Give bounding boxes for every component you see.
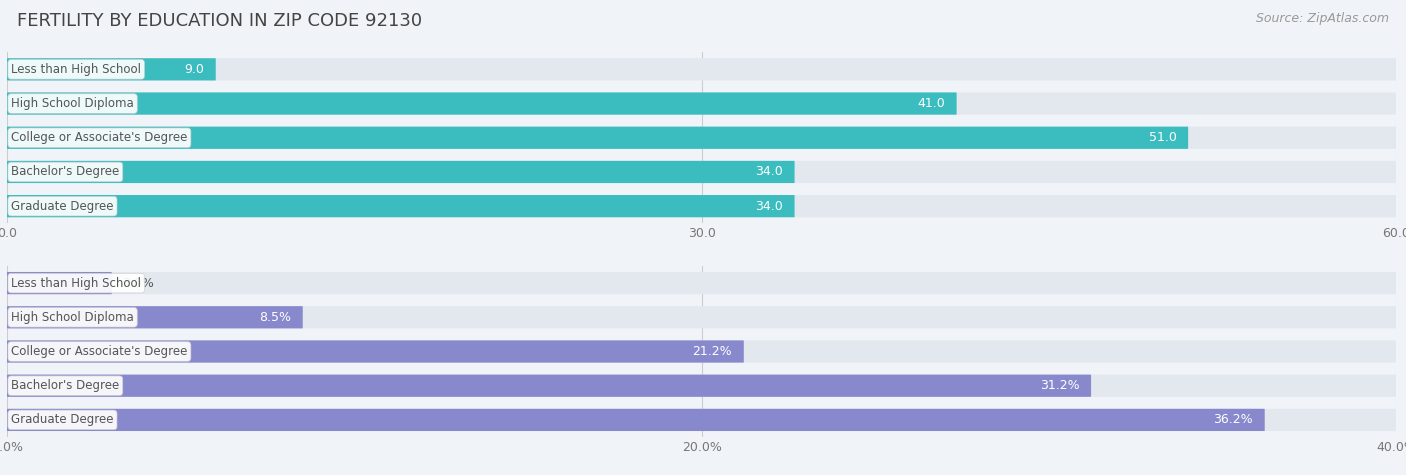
FancyBboxPatch shape <box>7 306 302 328</box>
FancyBboxPatch shape <box>7 409 1396 431</box>
Text: 9.0: 9.0 <box>184 63 204 76</box>
FancyBboxPatch shape <box>7 409 1265 431</box>
Text: 21.2%: 21.2% <box>693 345 733 358</box>
Text: Less than High School: Less than High School <box>11 63 141 76</box>
Text: FERTILITY BY EDUCATION IN ZIP CODE 92130: FERTILITY BY EDUCATION IN ZIP CODE 92130 <box>17 12 422 30</box>
FancyBboxPatch shape <box>7 93 956 114</box>
FancyBboxPatch shape <box>7 93 1396 114</box>
Text: High School Diploma: High School Diploma <box>11 311 134 324</box>
FancyBboxPatch shape <box>7 195 1396 217</box>
Text: 34.0: 34.0 <box>755 200 783 213</box>
Text: 31.2%: 31.2% <box>1040 379 1080 392</box>
Text: 36.2%: 36.2% <box>1213 413 1253 427</box>
Text: Graduate Degree: Graduate Degree <box>11 200 114 213</box>
Text: Bachelor's Degree: Bachelor's Degree <box>11 379 120 392</box>
Text: 34.0: 34.0 <box>755 165 783 179</box>
FancyBboxPatch shape <box>7 58 215 80</box>
FancyBboxPatch shape <box>7 58 1396 80</box>
FancyBboxPatch shape <box>7 306 1396 328</box>
Text: High School Diploma: High School Diploma <box>11 97 134 110</box>
Text: 3.0%: 3.0% <box>122 276 155 290</box>
Text: 51.0: 51.0 <box>1149 131 1177 144</box>
Text: Graduate Degree: Graduate Degree <box>11 413 114 427</box>
Text: College or Associate's Degree: College or Associate's Degree <box>11 131 187 144</box>
FancyBboxPatch shape <box>7 375 1091 397</box>
FancyBboxPatch shape <box>7 161 794 183</box>
Text: Less than High School: Less than High School <box>11 276 141 290</box>
FancyBboxPatch shape <box>7 341 1396 362</box>
FancyBboxPatch shape <box>7 272 1396 294</box>
Text: Bachelor's Degree: Bachelor's Degree <box>11 165 120 179</box>
Text: 8.5%: 8.5% <box>259 311 291 324</box>
FancyBboxPatch shape <box>7 341 744 362</box>
Text: 41.0: 41.0 <box>917 97 945 110</box>
FancyBboxPatch shape <box>7 127 1188 149</box>
FancyBboxPatch shape <box>7 161 1396 183</box>
Text: Source: ZipAtlas.com: Source: ZipAtlas.com <box>1256 12 1389 25</box>
FancyBboxPatch shape <box>7 272 111 294</box>
Text: College or Associate's Degree: College or Associate's Degree <box>11 345 187 358</box>
FancyBboxPatch shape <box>7 127 1396 149</box>
FancyBboxPatch shape <box>7 195 794 217</box>
FancyBboxPatch shape <box>7 375 1396 397</box>
